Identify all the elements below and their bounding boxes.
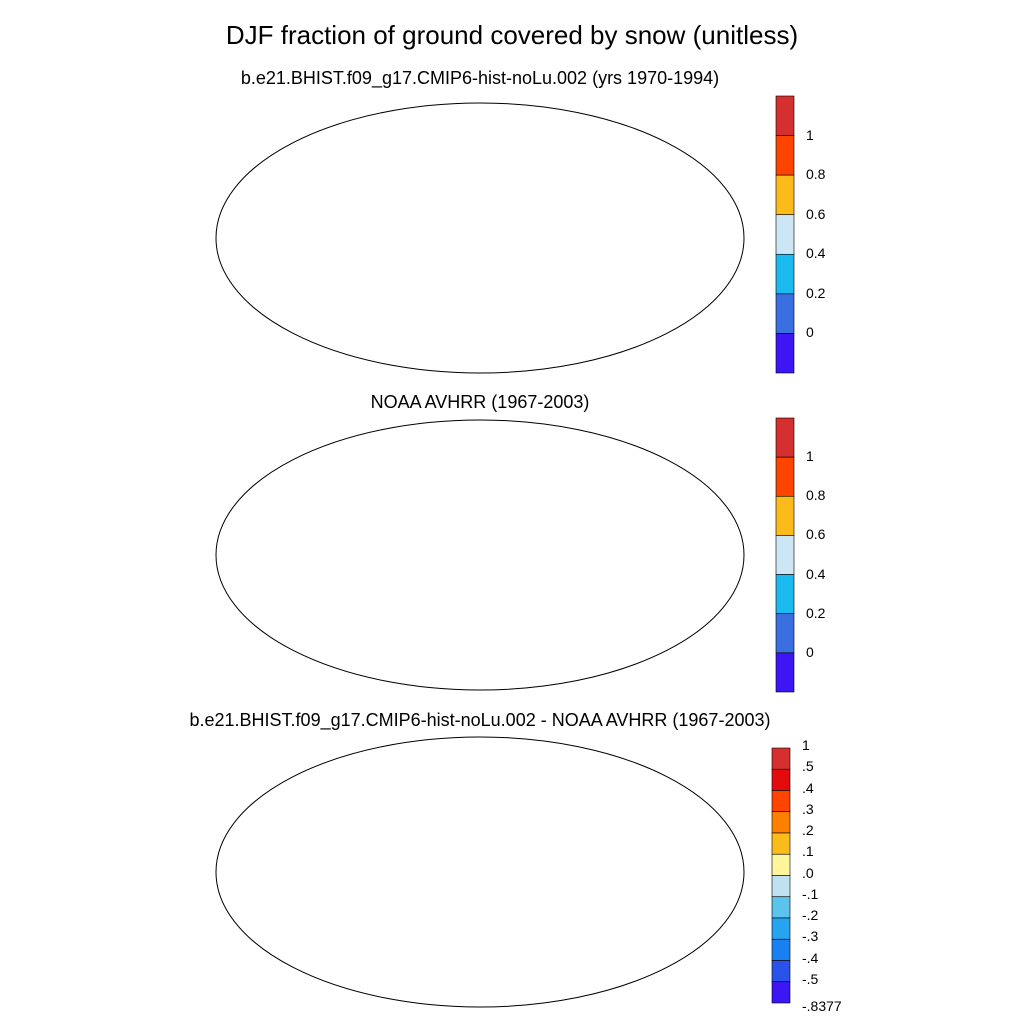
colorbar-3-label: -.5	[802, 970, 819, 987]
colorbar-3-swatch	[771, 768, 791, 791]
colorbar-1-swatch	[775, 214, 795, 255]
colorbar-2-swatch	[775, 495, 795, 536]
colorbar-2-label: 0.8	[806, 487, 826, 504]
colorbar-3-label: -.3	[802, 928, 819, 945]
colorbar-3-label: -.8377	[802, 998, 842, 1014]
colorbar-1-swatch	[775, 95, 795, 136]
colorbar-3-label: .4	[802, 779, 814, 796]
colorbar-1-swatch	[775, 333, 795, 374]
colorbar-1-label: 1	[806, 126, 814, 143]
colorbar-2-swatch	[775, 613, 795, 654]
colorbar-1-label: 0	[806, 324, 814, 341]
colorbar-3-swatch	[771, 853, 791, 876]
colorbar-1-label: 0.4	[806, 245, 826, 262]
colorbar-panel-2	[775, 417, 795, 693]
colorbar-3-swatch	[771, 875, 791, 898]
panel-2-title: NOAA AVHRR (1967-2003)	[370, 392, 590, 412]
colorbar-3-label: .1	[802, 843, 814, 860]
colorbar-3-swatch	[771, 747, 791, 770]
colorbar-3-label: .0	[802, 864, 814, 881]
colorbar-panel-1	[775, 95, 795, 374]
colorbar-2-label: 0.6	[806, 526, 826, 543]
colorbar-1-swatch	[775, 174, 795, 216]
colorbar-2-label: 0.2	[806, 604, 826, 621]
colorbar-3-label: -.2	[802, 907, 819, 923]
colorbar-3-swatch	[771, 896, 791, 919]
colorbar-2-label: 1	[806, 448, 814, 465]
colorbar-1-swatch	[775, 253, 795, 295]
colorbar-2-label: 0	[806, 643, 814, 660]
colorbar-3-label: .5	[802, 758, 814, 775]
colorbar-1-label: 0.6	[806, 205, 826, 222]
map-panel-1	[215, 102, 745, 379]
colorbar-1-label: 0.8	[806, 166, 826, 183]
colorbar-2-swatch	[775, 456, 795, 497]
colorbar-3-swatch	[771, 811, 791, 834]
colorbar-2-swatch	[775, 535, 795, 575]
colorbar-2-swatch	[775, 652, 795, 693]
colorbar-3-swatch	[771, 790, 791, 813]
panel-1-title: b.e21.BHIST.f09_g17.CMIP6-hist-noLu.002 …	[240, 68, 720, 88]
colorbar-3-label: -.4	[802, 949, 819, 966]
map-panel-3	[215, 736, 745, 1008]
colorbar-1-swatch	[775, 293, 795, 334]
colorbar-1-label: 0.2	[806, 284, 826, 301]
colorbar-3-label: 1	[802, 737, 810, 753]
figure-title: DJF fraction of ground covered by snow (…	[225, 20, 799, 50]
colorbar-3-swatch	[771, 981, 791, 1004]
colorbar-3-swatch	[771, 938, 791, 961]
colorbar-3-label: -.1	[802, 885, 819, 902]
colorbar-2-label: 0.4	[806, 565, 826, 582]
colorbar-3-swatch	[771, 960, 791, 983]
colorbar-2-swatch	[775, 417, 795, 458]
colorbar-1-swatch	[775, 135, 795, 176]
colorbar-3-label: .3	[802, 800, 814, 817]
colorbar-3-swatch	[771, 832, 791, 855]
colorbar-3-label: .2	[802, 822, 814, 838]
colorbar-2-swatch	[775, 574, 795, 615]
panel-3-title: b.e21.BHIST.f09_g17.CMIP6-hist-noLu.002 …	[189, 710, 771, 730]
colorbar-panel-3	[771, 747, 791, 1004]
colorbar-3-swatch	[771, 917, 791, 940]
map-panel-2	[215, 419, 745, 691]
